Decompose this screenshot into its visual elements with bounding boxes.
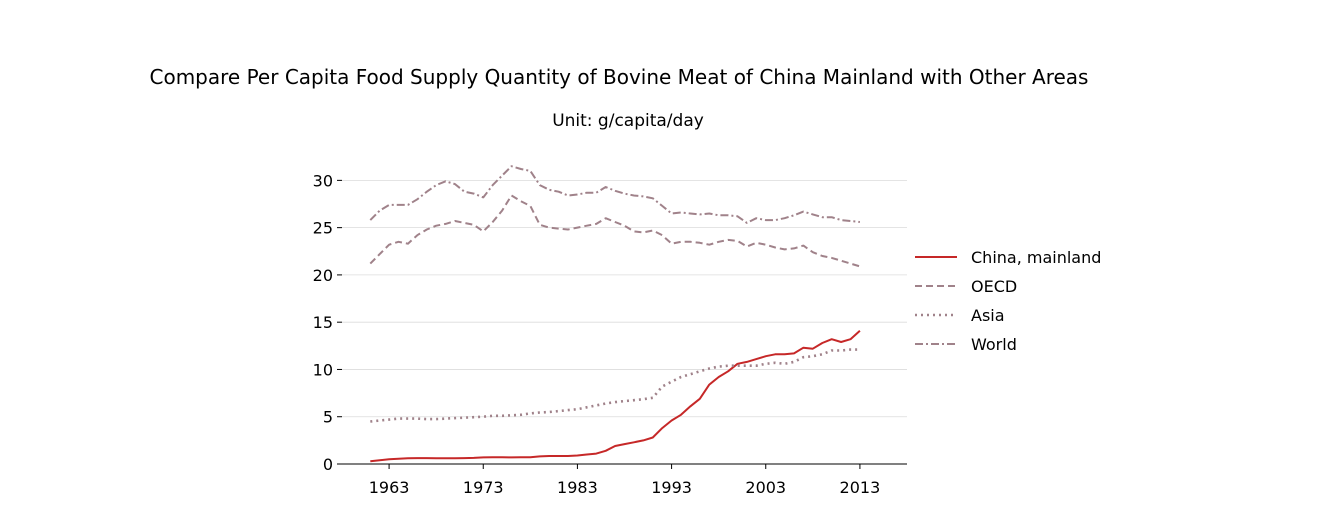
series-line-china-mainland — [370, 329, 861, 463]
legend-label: Asia — [971, 306, 1005, 325]
x-tick-label: 2003 — [745, 478, 786, 497]
y-tick-label: 10 — [313, 360, 333, 379]
gridlines — [342, 179, 907, 418]
y-tick-label: 25 — [313, 219, 333, 238]
legend-label: China, mainland — [971, 248, 1101, 267]
axes: 0 5 10 15 20 25 30 1963 1973 1983 1993 2003 2013 — [313, 171, 907, 497]
y-tick-label: 5 — [323, 408, 333, 427]
series-line-asia — [370, 348, 860, 423]
series-layer — [369, 165, 861, 463]
x-tick-label: 1973 — [463, 478, 504, 497]
x-tick-label: 1963 — [369, 478, 410, 497]
legend-label: OECD — [971, 277, 1017, 296]
legend: China, mainland OECD Asia World — [915, 248, 1101, 354]
y-tick-label: 20 — [313, 266, 333, 285]
y-tick-label: 30 — [313, 171, 333, 190]
legend-label: World — [971, 335, 1017, 354]
y-tick-label: 15 — [313, 313, 333, 332]
series-line-world — [369, 165, 861, 224]
chart-subtitle: Unit: g/capita/day — [552, 111, 704, 131]
chart-title: Compare Per Capita Food Supply Quantity … — [150, 65, 1089, 89]
series-line-oecd — [369, 194, 861, 268]
x-tick-label: 2013 — [840, 478, 881, 497]
y-tick-label: 0 — [323, 455, 333, 474]
x-tick-label: 1983 — [557, 478, 598, 497]
x-tick-label: 1993 — [651, 478, 692, 497]
